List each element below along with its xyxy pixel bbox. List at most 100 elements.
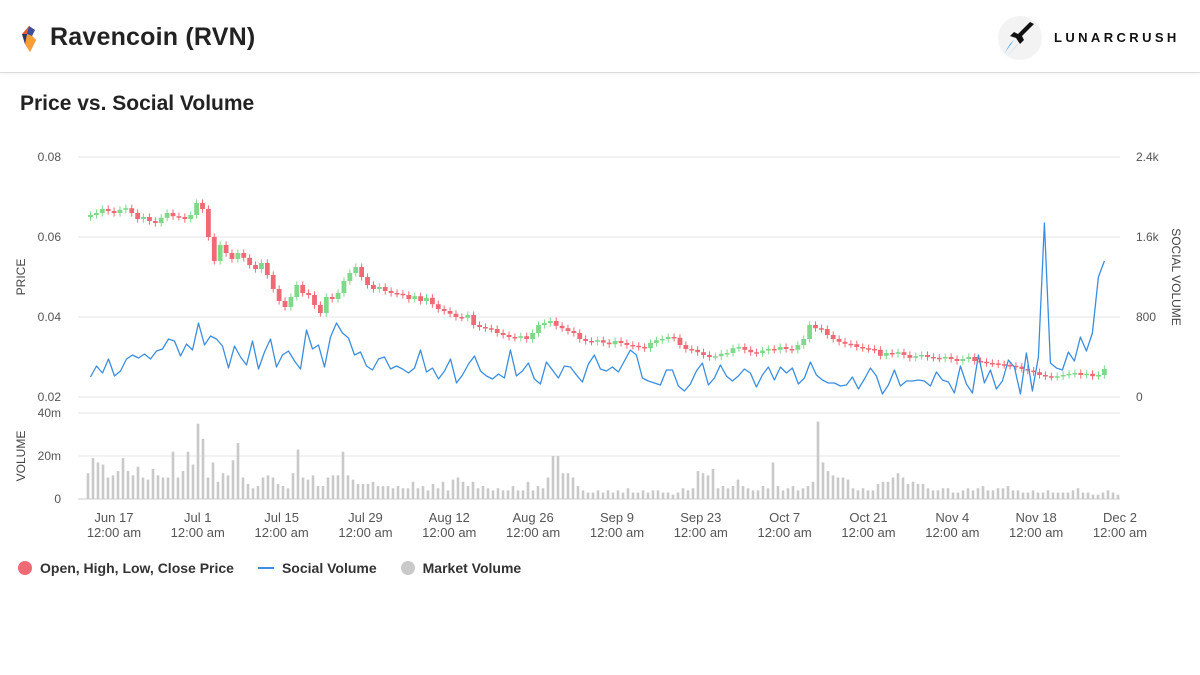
market-volume-bar	[436, 488, 440, 499]
legend-market[interactable]: Market Volume	[400, 560, 521, 576]
market-volume-bar	[656, 490, 660, 499]
candle-body	[907, 355, 913, 358]
market-volume-bar	[311, 475, 315, 499]
candle-body	[488, 328, 494, 330]
price-candle	[571, 327, 577, 337]
market-volume-bar	[986, 490, 990, 499]
candle-body	[93, 213, 99, 215]
market-volume-bar	[911, 481, 915, 499]
candle-body	[942, 357, 948, 359]
market-volume-bar	[316, 486, 320, 499]
market-volume-bar	[896, 473, 900, 499]
price-candle	[418, 292, 423, 305]
market-volume-bar	[131, 475, 135, 499]
candle-body	[536, 325, 541, 333]
candle-body	[960, 359, 966, 361]
market-volume-bar	[891, 477, 895, 499]
price-candle	[1048, 372, 1054, 381]
market-volume-bar	[816, 421, 820, 499]
market-volume-bar	[201, 438, 205, 499]
candle-body	[276, 289, 282, 301]
legend-price[interactable]: Open, High, Low, Close Price	[18, 560, 234, 576]
price-candle	[371, 281, 376, 293]
price-candle	[630, 341, 636, 350]
market-volume-bar	[1036, 492, 1040, 499]
candle-body	[335, 293, 341, 299]
price-candle	[866, 344, 871, 353]
price-candle	[158, 214, 164, 227]
price-candle	[141, 213, 146, 223]
social-volume-line	[89, 222, 1106, 395]
candle-body	[1001, 364, 1007, 366]
candle-body	[931, 357, 936, 359]
price-candle	[653, 336, 659, 347]
price-candle	[819, 324, 824, 333]
candle-body	[895, 352, 901, 354]
market-volume-bar	[401, 488, 405, 499]
price-candle	[477, 321, 482, 331]
price-tick-label: 0.08	[38, 150, 62, 164]
price-candle	[205, 205, 211, 241]
legend-social[interactable]: Social Volume	[257, 560, 377, 576]
market-volume-bar	[226, 475, 230, 499]
candle-body	[801, 339, 807, 345]
price-candle	[217, 241, 223, 265]
candle-body	[135, 213, 141, 219]
price-candle	[93, 209, 99, 219]
price-candle	[323, 293, 329, 317]
market-volume-bar	[736, 479, 740, 499]
market-volume-bar	[866, 490, 870, 499]
market-volume-bar	[1011, 490, 1015, 499]
market-volume-bar	[546, 477, 550, 499]
market-volume-bar	[396, 486, 400, 499]
market-volume-bar	[376, 486, 380, 499]
candle-body	[1019, 366, 1025, 369]
candle-body	[1043, 375, 1048, 377]
candle-body	[1078, 373, 1084, 375]
market-volume-bar	[686, 490, 690, 499]
price-candle	[365, 273, 370, 289]
market-volume-bar	[721, 486, 725, 499]
candle-body	[264, 263, 270, 275]
price-candle	[600, 336, 606, 347]
candle-body	[553, 321, 559, 326]
market-volume-bar	[416, 488, 420, 499]
market-volume-bar	[331, 475, 335, 499]
chart-axes: 0.02 0.04 0.06 0.08 PRICE 0 800 1.6k 2.4k SOCIAL …	[14, 150, 1183, 540]
candle-body	[376, 287, 382, 289]
raven-logo-icon	[22, 26, 36, 52]
candle-body	[1037, 372, 1042, 375]
candle-body	[188, 215, 194, 219]
candle-body	[624, 343, 630, 345]
market-volume-bar	[86, 473, 90, 499]
candle-body	[205, 209, 211, 237]
price-candle	[801, 335, 807, 349]
market-volume-bar	[1001, 488, 1005, 499]
price-candle	[889, 349, 895, 358]
market-volume-bar	[106, 477, 110, 499]
price-candle	[842, 338, 848, 348]
market-volume-bar	[861, 488, 865, 499]
candle-body	[170, 213, 176, 217]
market-volume-bar	[176, 477, 180, 499]
market-volume-bar	[671, 494, 675, 499]
price-candle	[129, 204, 135, 217]
candle-body	[518, 336, 524, 338]
market-volume-bar	[941, 488, 945, 499]
market-volume-bar	[381, 486, 385, 499]
market-volume-bar	[216, 481, 220, 499]
price-candle	[488, 324, 494, 333]
candle-body	[919, 355, 925, 357]
candle-body	[200, 203, 205, 209]
social-tick-label: 2.4k	[1136, 150, 1160, 164]
market-volume-bar	[856, 490, 860, 499]
market-volume-bar	[426, 490, 430, 499]
price-candle	[765, 345, 771, 355]
x-tick-label: 12:00 am	[758, 525, 812, 540]
candle-body	[671, 337, 677, 339]
price-candle	[1084, 370, 1090, 379]
candle-body	[223, 245, 229, 253]
price-candle	[795, 341, 801, 354]
market-volume-bar	[121, 458, 125, 499]
candle-body	[241, 253, 247, 258]
